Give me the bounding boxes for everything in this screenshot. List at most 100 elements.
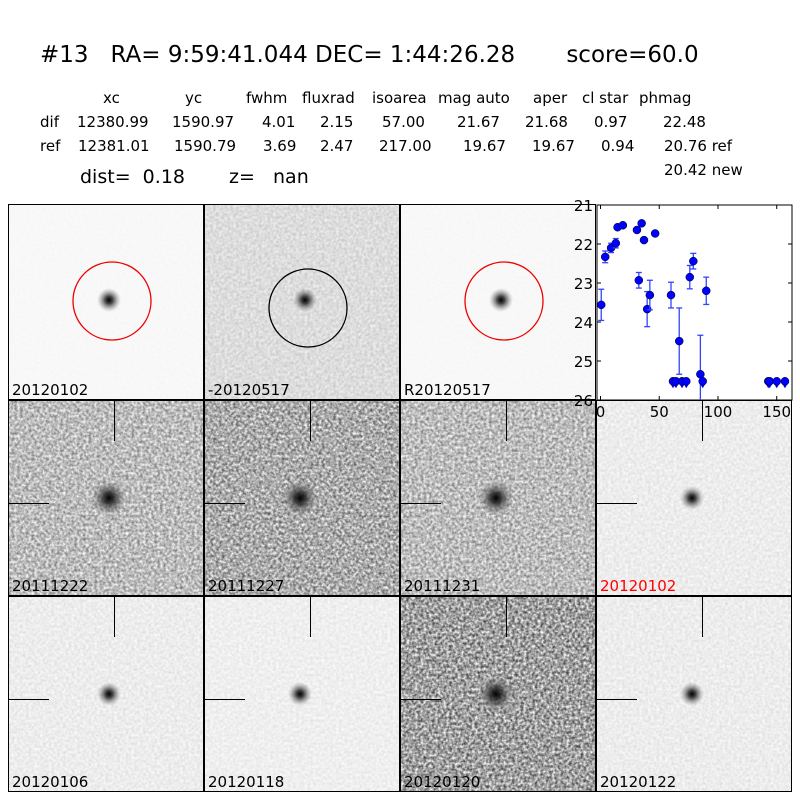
image-cutout: 20120106 bbox=[8, 596, 204, 792]
lightcurve-chart: 0 50 100 150 21 22 23 24 25 26 bbox=[574, 197, 793, 420]
crosshair-vertical bbox=[310, 401, 311, 441]
cutout-date-label: 20111231 bbox=[404, 577, 481, 595]
row-label: dif bbox=[40, 113, 59, 131]
data-point bbox=[650, 229, 660, 238]
source-blob bbox=[293, 288, 317, 312]
cutout-date-label: 20120118 bbox=[208, 773, 285, 791]
row-value: 1590.97 bbox=[172, 113, 235, 131]
image-cutout: 20120102 bbox=[596, 400, 792, 596]
image-cutout: 20120102 bbox=[8, 204, 204, 400]
column-header: isoarea bbox=[372, 89, 427, 107]
cutout-date-label: 20120106 bbox=[12, 773, 89, 791]
image-cutout: 20111227 bbox=[204, 400, 400, 596]
cutout-date-label: 20111227 bbox=[208, 577, 285, 595]
data-point bbox=[639, 235, 649, 245]
row-value: 0.97 bbox=[594, 113, 628, 131]
column-header: fwhm bbox=[246, 89, 288, 107]
row-value: 12380.99 bbox=[77, 113, 149, 131]
image-cutout: 20111222 bbox=[8, 400, 204, 596]
crosshair-vertical bbox=[702, 597, 703, 637]
row-value: 22.48 bbox=[663, 113, 706, 131]
cutout-date-label: -20120517 bbox=[208, 381, 290, 399]
column-header: mag auto bbox=[438, 89, 510, 107]
crosshair-horizontal bbox=[9, 503, 49, 504]
data-point bbox=[634, 276, 644, 285]
y-tick-label: 22 bbox=[574, 236, 593, 254]
row-value: 4.01 bbox=[262, 113, 296, 131]
row-value: 19.67 bbox=[532, 137, 575, 155]
crosshair-vertical bbox=[114, 401, 115, 441]
crosshair-vertical bbox=[114, 597, 115, 637]
data-point bbox=[645, 290, 655, 300]
upper-limit-point bbox=[780, 377, 790, 386]
z-value: z= nan bbox=[229, 166, 309, 188]
data-point bbox=[637, 219, 646, 228]
data-point bbox=[632, 225, 642, 235]
row-value: 2.15 bbox=[320, 113, 354, 131]
row-value: 19.67 bbox=[463, 137, 506, 155]
cutout-date-label: 20120102 bbox=[12, 381, 89, 399]
image-cutout: 20120118 bbox=[204, 596, 400, 792]
source-blob bbox=[478, 480, 514, 516]
column-header: cl star bbox=[582, 89, 629, 107]
crosshair-vertical bbox=[506, 597, 507, 637]
aperture-circle bbox=[72, 261, 152, 341]
source-blob bbox=[97, 288, 121, 312]
source-blob bbox=[478, 676, 514, 712]
source-blob bbox=[680, 486, 704, 510]
image-cutout: 20111231 bbox=[400, 400, 596, 596]
crosshair-horizontal bbox=[597, 503, 637, 504]
upper-limit-point bbox=[772, 377, 781, 386]
y-tick-label: 26 bbox=[574, 392, 593, 410]
cutout-date-label: 20111222 bbox=[12, 577, 89, 595]
image-cutout: -20120517 bbox=[204, 204, 400, 400]
row-value: 217.00 bbox=[379, 137, 432, 155]
y-tick-label: 25 bbox=[574, 353, 593, 371]
x-tick-label: 0 bbox=[596, 403, 606, 420]
y-tick-label: 24 bbox=[574, 314, 593, 332]
column-header: fluxrad bbox=[302, 89, 355, 107]
y-tick-label: 23 bbox=[574, 275, 593, 293]
data-point bbox=[701, 286, 711, 296]
row-value: 21.68 bbox=[525, 113, 568, 131]
data-point bbox=[689, 256, 698, 266]
crosshair-horizontal bbox=[401, 503, 441, 504]
source-blob bbox=[288, 682, 312, 706]
data-point bbox=[642, 304, 652, 314]
dist-value: dist= 0.18 bbox=[80, 166, 185, 188]
data-point bbox=[666, 290, 676, 300]
title: #13 RA= 9:59:41.044 DEC= 1:44:26.28 scor… bbox=[40, 42, 699, 68]
crosshair-horizontal bbox=[205, 503, 245, 504]
source-blob bbox=[489, 288, 513, 312]
row-value: 3.69 bbox=[263, 137, 297, 155]
image-cutout: R20120517 bbox=[400, 204, 596, 400]
source-blob bbox=[680, 682, 704, 706]
cutout-date-label: 20120102 bbox=[600, 577, 677, 595]
crosshair-horizontal bbox=[9, 699, 49, 700]
source-blob bbox=[282, 480, 318, 516]
row-value: 20.76 ref bbox=[664, 137, 733, 155]
cutout-date-label: R20120517 bbox=[404, 381, 491, 399]
aperture-circle bbox=[464, 261, 544, 341]
crosshair-vertical bbox=[310, 597, 311, 637]
data-point bbox=[611, 238, 621, 248]
crosshair-horizontal bbox=[597, 699, 637, 700]
source-blob bbox=[91, 480, 127, 516]
aperture-circle bbox=[268, 268, 348, 348]
column-header: aper bbox=[533, 89, 568, 107]
row-value: 21.67 bbox=[457, 113, 500, 131]
crosshair-vertical bbox=[506, 401, 507, 441]
row-value: 12381.01 bbox=[78, 137, 150, 155]
row-value: 57.00 bbox=[382, 113, 425, 131]
cutout-date-label: 20120120 bbox=[404, 773, 481, 791]
upper-limit-point bbox=[682, 377, 691, 386]
data-point bbox=[674, 336, 684, 346]
column-header: xc bbox=[103, 89, 120, 107]
row-value: 1590.79 bbox=[174, 137, 237, 155]
crosshair-horizontal bbox=[205, 699, 245, 700]
plot-area bbox=[596, 204, 793, 401]
data-point bbox=[596, 300, 606, 310]
source-blob bbox=[97, 682, 121, 706]
image-cutout: 20120120 bbox=[400, 596, 596, 792]
